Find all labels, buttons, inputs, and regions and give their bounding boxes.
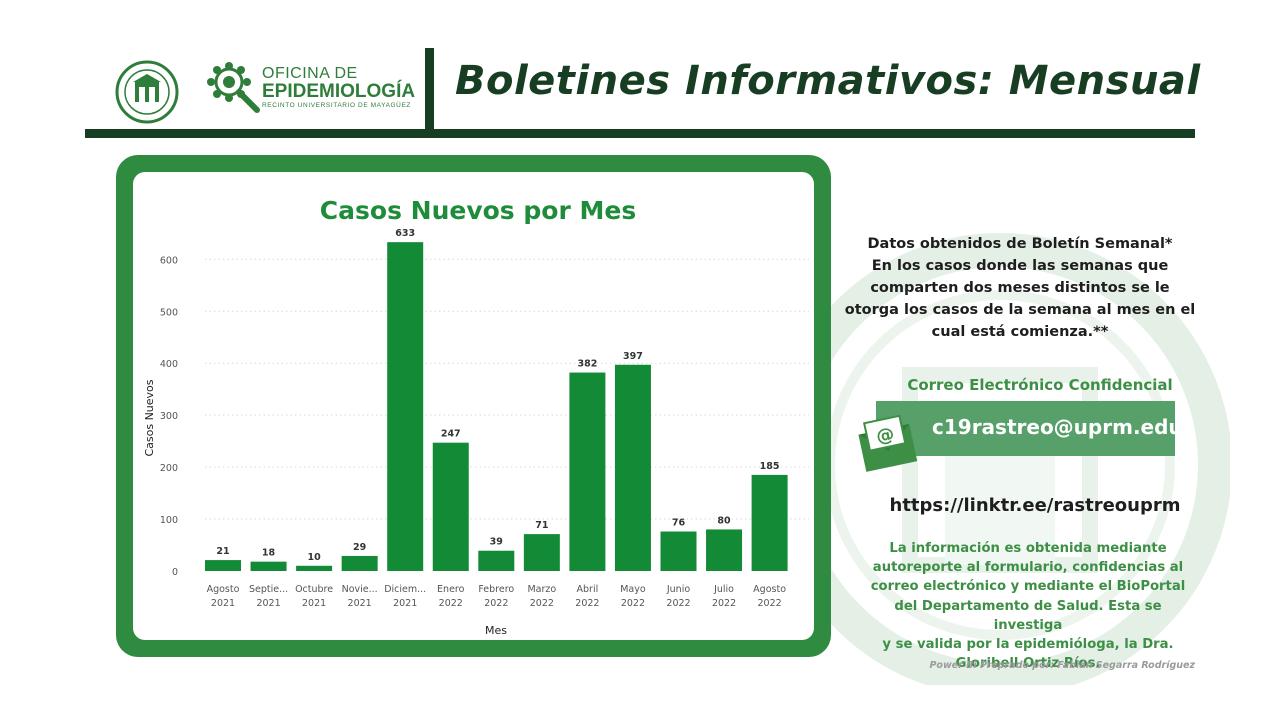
y-tick-label: 400 — [160, 359, 178, 370]
header-horizontal-divider — [85, 129, 1195, 138]
info-paragraph: La información es obtenida mediante auto… — [858, 539, 1198, 673]
info-line: y se valida por la epidemióloga, la Dra. — [882, 637, 1174, 653]
bar[interactable] — [660, 531, 697, 571]
x-tick-label: 2022 — [666, 598, 690, 609]
data-label: 633 — [395, 228, 415, 239]
x-tick-label: Junio — [666, 584, 690, 595]
x-tick-label: Abril — [577, 584, 599, 595]
bar[interactable] — [478, 550, 515, 571]
x-tick-label: Febrero — [478, 584, 514, 595]
linktree-link[interactable]: https://linktr.ee/rastreouprm — [889, 495, 1181, 516]
x-tick-label: Septie... — [249, 584, 288, 595]
x-tick-label: Mayo — [620, 584, 646, 595]
note-line: cual está comienza.** — [931, 324, 1109, 340]
university-seal-icon — [115, 60, 179, 124]
note-line: Datos obtenidos de Boletín Semanal* — [867, 236, 1173, 252]
data-label: 21 — [216, 546, 229, 557]
email-box[interactable]: c19rastreo@uprm.edu — [876, 401, 1183, 456]
bar[interactable] — [569, 372, 606, 571]
y-tick-label: 200 — [160, 463, 178, 474]
x-tick-label: 2022 — [439, 598, 463, 609]
envelope-at-icon: @ — [858, 415, 918, 472]
x-tick-label: Enero — [437, 584, 465, 595]
note-line: comparten dos meses distintos se le — [870, 280, 1170, 296]
x-tick-label: Diciem... — [384, 584, 426, 595]
y-axis-label: Casos Nuevos — [143, 379, 156, 456]
email-address[interactable]: c19rastreo@uprm.edu — [932, 415, 1183, 439]
x-tick-label: 2021 — [348, 598, 372, 609]
x-tick-label: 2022 — [484, 598, 508, 609]
email-section-title: Correo Electrónico Confidencial — [907, 376, 1173, 394]
x-tick-label: Julio — [713, 584, 734, 595]
bar[interactable] — [296, 565, 333, 571]
data-label: 80 — [717, 515, 731, 526]
y-tick-label: 300 — [160, 411, 178, 422]
data-label: 29 — [353, 542, 366, 553]
bar-chart: Casos Nuevos por Mes Casos Nuevos Mes 0 1… — [143, 196, 809, 637]
data-label: 76 — [672, 518, 686, 529]
bar[interactable] — [250, 561, 287, 571]
x-tick-label: 2022 — [712, 598, 736, 609]
bar[interactable] — [523, 534, 560, 571]
chart-card: Casos Nuevos por Mes Casos Nuevos Mes 0 1… — [116, 155, 831, 657]
x-tick-label: 2022 — [575, 598, 599, 609]
x-axis-label: Mes — [485, 624, 507, 637]
logo-line-1: OFICINA DE — [262, 65, 358, 82]
note-line: En los casos donde las semanas que — [871, 258, 1169, 274]
bar[interactable] — [205, 560, 241, 571]
info-line: autoreporte al formulario, confidencias … — [872, 560, 1184, 576]
x-tick-label: Agosto — [207, 584, 240, 595]
bar[interactable] — [432, 442, 469, 571]
x-tick-label: Marzo — [527, 584, 556, 595]
info-line: Gloribell Ortiz Ríos. — [955, 656, 1101, 672]
logo-line-3: RECINTO UNIVERSITARIO DE MAYAGÜEZ — [262, 102, 411, 109]
virus-magnifier-icon — [207, 62, 260, 113]
x-tick-label: 2021 — [393, 598, 417, 609]
data-label: 382 — [577, 359, 597, 370]
data-label: 39 — [490, 537, 503, 548]
data-source-note: Datos obtenidos de Boletín Semanal* En l… — [840, 233, 1200, 343]
x-tick-label: 2021 — [302, 598, 326, 609]
data-label: 71 — [535, 520, 548, 531]
bar[interactable] — [706, 529, 743, 571]
bar[interactable] — [751, 474, 788, 571]
page-title: Boletines Informativos: Mensual — [455, 58, 1201, 104]
info-line: La información es obtenida mediante — [889, 541, 1167, 556]
y-tick-label: 0 — [172, 567, 178, 578]
note-line: otorga los casos de la semana al mes en … — [844, 302, 1196, 318]
x-tick-label: 2022 — [621, 598, 645, 609]
data-label: 247 — [441, 429, 461, 440]
bar[interactable] — [387, 242, 424, 571]
x-tick-label: 2021 — [256, 598, 280, 609]
x-tick-label: 2022 — [530, 598, 554, 609]
info-line: del Departamento de Salud. Esta se inves… — [894, 598, 1162, 633]
chart-title: Casos Nuevos por Mes — [320, 196, 636, 225]
y-tick-label: 100 — [160, 515, 178, 526]
info-line: correo electrónico y mediante el BioPort… — [870, 579, 1186, 595]
x-tick-label: Agosto — [753, 584, 786, 595]
y-tick-label: 600 — [160, 255, 178, 266]
header-vertical-divider — [425, 48, 434, 132]
chart-panel: Casos Nuevos por Mes Casos Nuevos Mes 0 1… — [133, 172, 814, 640]
logo-line-2: EPIDEMIOLOGÍA — [262, 81, 416, 102]
svg-text:@: @ — [874, 424, 896, 448]
x-tick-label: Octubre — [295, 584, 333, 595]
office-logo-text: OFICINA DE EPIDEMIOLOGÍA RECINTO UNIVERS… — [262, 66, 415, 110]
x-tick-label: 2021 — [211, 598, 235, 609]
bar[interactable] — [341, 555, 378, 571]
y-tick-label: 500 — [160, 307, 178, 318]
x-tick-label: 2022 — [758, 598, 782, 609]
credit-text: Power Bi Preprado por: Fabián Segarra Ro… — [929, 660, 1195, 671]
data-label: 18 — [262, 548, 276, 559]
data-label: 10 — [307, 552, 321, 563]
data-label: 185 — [760, 461, 780, 472]
bar[interactable] — [614, 364, 651, 571]
data-label: 397 — [623, 351, 643, 362]
x-tick-label: Novie... — [342, 584, 378, 595]
